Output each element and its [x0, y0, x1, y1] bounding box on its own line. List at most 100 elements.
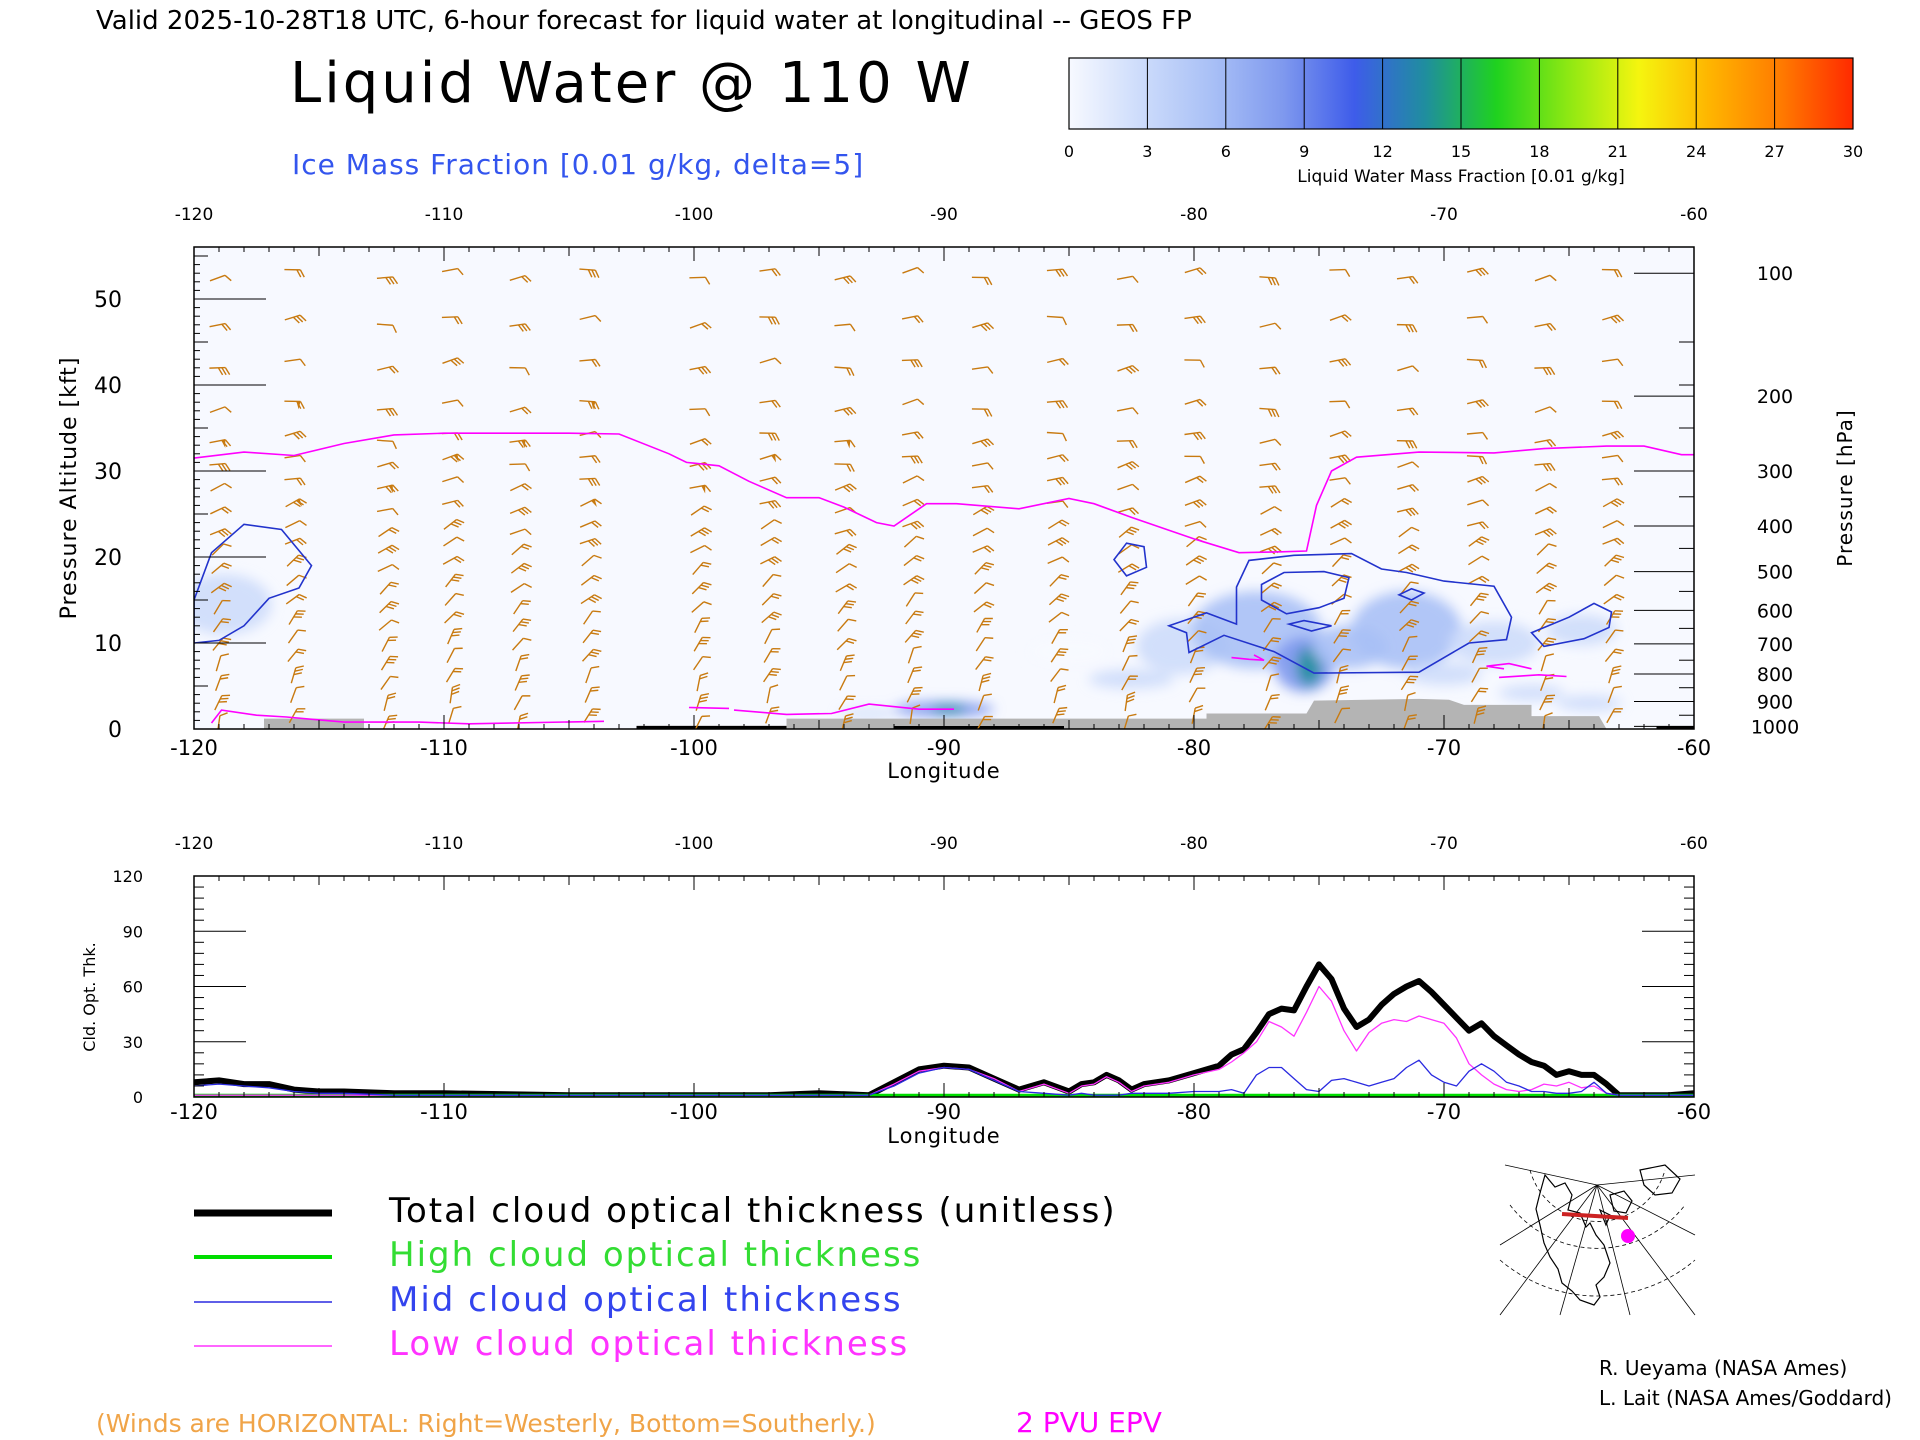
wind-barb: [975, 656, 994, 670]
epv-line: [194, 432, 1694, 554]
wind-barb: [1329, 454, 1352, 464]
wind-barb: [1336, 664, 1349, 684]
wind-barb: [1469, 592, 1489, 607]
legend-label-high: High cloud optical thickness: [389, 1235, 922, 1275]
page-title: Liquid Water @ 110 W: [290, 51, 974, 116]
wind-barb: [1603, 593, 1625, 605]
wind-barb: [284, 454, 306, 463]
x-tick-label: -110: [420, 736, 468, 760]
wind-barb: [1047, 537, 1070, 547]
wind-barb: [691, 581, 712, 595]
wind-barb: [509, 366, 530, 376]
wind-barb: [1396, 275, 1419, 285]
wind-barb: [761, 593, 782, 606]
pressure-tick-label: 400: [1757, 516, 1793, 538]
wind-barb: [1184, 267, 1207, 276]
wind-barb: [1398, 544, 1420, 555]
pressure-tick-label: 100: [1757, 263, 1793, 285]
wind-barb: [902, 398, 925, 406]
wind-barb: [690, 544, 712, 554]
wind-barb: [442, 555, 465, 565]
y-tick-label: 10: [94, 632, 122, 657]
wind-barb: [513, 600, 531, 615]
wind-barb: [442, 453, 465, 463]
wind-barb: [442, 476, 465, 484]
wind-barb: [972, 505, 995, 516]
plot-frame: [193, 875, 1695, 1098]
x-tick-label-top: -60: [1680, 834, 1708, 854]
wind-barb: [976, 715, 993, 729]
wind-barb: [1605, 629, 1624, 644]
wind-barb: [211, 562, 232, 575]
subtitle: Ice Mass Fraction [0.01 g/kg, delta=5]: [292, 148, 864, 181]
y-tick-label: 40: [94, 374, 122, 399]
ice-contour: [1112, 542, 1148, 577]
wind-barb: [972, 545, 995, 553]
wind-barb: [1466, 315, 1489, 324]
wind-barb: [1185, 555, 1207, 566]
wind-barb: [838, 695, 856, 710]
wind-barb: [1116, 439, 1138, 449]
wind-barb: [760, 556, 782, 566]
wind-barb: [693, 636, 711, 652]
wind-barb: [1259, 322, 1282, 330]
x-tick-label-top: -80: [1180, 205, 1208, 225]
wind-barb: [759, 500, 782, 509]
wind-barb: [377, 563, 400, 573]
wind-barb: [1536, 562, 1557, 575]
wind-barb: [1184, 431, 1206, 441]
colorbar-tick-label: 27: [1764, 142, 1784, 161]
wind-barb: [971, 462, 994, 470]
wind-barb: [1534, 406, 1557, 414]
wind-barb: [442, 357, 465, 367]
wind-barb: [1540, 653, 1554, 672]
wind-barb: [902, 520, 925, 530]
x-tick-label-top: -90: [930, 205, 958, 225]
x-tick-label: -70: [1427, 1100, 1461, 1124]
epv-low-segment: [733, 703, 954, 716]
wind-barb: [1397, 484, 1420, 492]
wind-barb: [906, 686, 923, 703]
y-tick-label: 20: [94, 546, 122, 571]
wind-barb: [444, 592, 464, 606]
wind-barb: [759, 453, 782, 463]
wind-barb: [287, 648, 307, 663]
wind-barb: [509, 528, 532, 536]
wind-barb: [1329, 430, 1352, 439]
wind-barb: [583, 708, 601, 723]
wind-barb: [512, 618, 532, 633]
x-tick-label: -120: [170, 1100, 218, 1124]
liquid-water-patch: [1351, 591, 1462, 669]
epv-low-segment: [1486, 662, 1532, 670]
wind-barb: [834, 406, 857, 416]
wind-barb: [1120, 581, 1139, 596]
x-tick-label: -120: [170, 736, 218, 760]
wind-barb: [381, 636, 398, 652]
wind-barb: [209, 462, 231, 472]
wind-barb: [1260, 506, 1282, 515]
wind-barb: [690, 527, 712, 537]
wind-barb: [378, 619, 400, 631]
wind-barb: [579, 399, 600, 410]
wind-barb: [1263, 617, 1281, 633]
wind-barb: [212, 637, 232, 651]
y2-axis-title: Pressure [hPa]: [1833, 409, 1857, 566]
wind-barb: [1262, 656, 1282, 670]
credit-1: R. Ueyama (NASA Ames): [1599, 1356, 1847, 1380]
credit-2: L. Lait (NASA Ames/Goddard): [1599, 1386, 1892, 1410]
ice-contour: [1285, 619, 1332, 632]
pressure-tick-label: 800: [1757, 664, 1793, 686]
wind-barb: [579, 268, 600, 278]
wind-barb: [284, 268, 305, 278]
wind-barb: [510, 562, 532, 574]
wind-barb: [1047, 519, 1070, 530]
wind-barb: [972, 527, 995, 537]
wind-barb: [763, 647, 781, 663]
wind-barb: [209, 274, 232, 282]
wind-barb: [1329, 477, 1351, 485]
liquid-water-patch: [1546, 614, 1617, 646]
x-tick-label: -90: [927, 1100, 961, 1124]
y-tick-label: 50: [94, 288, 122, 313]
x-tick-label: -110: [420, 1100, 468, 1124]
epv-low-segment: [210, 709, 605, 725]
